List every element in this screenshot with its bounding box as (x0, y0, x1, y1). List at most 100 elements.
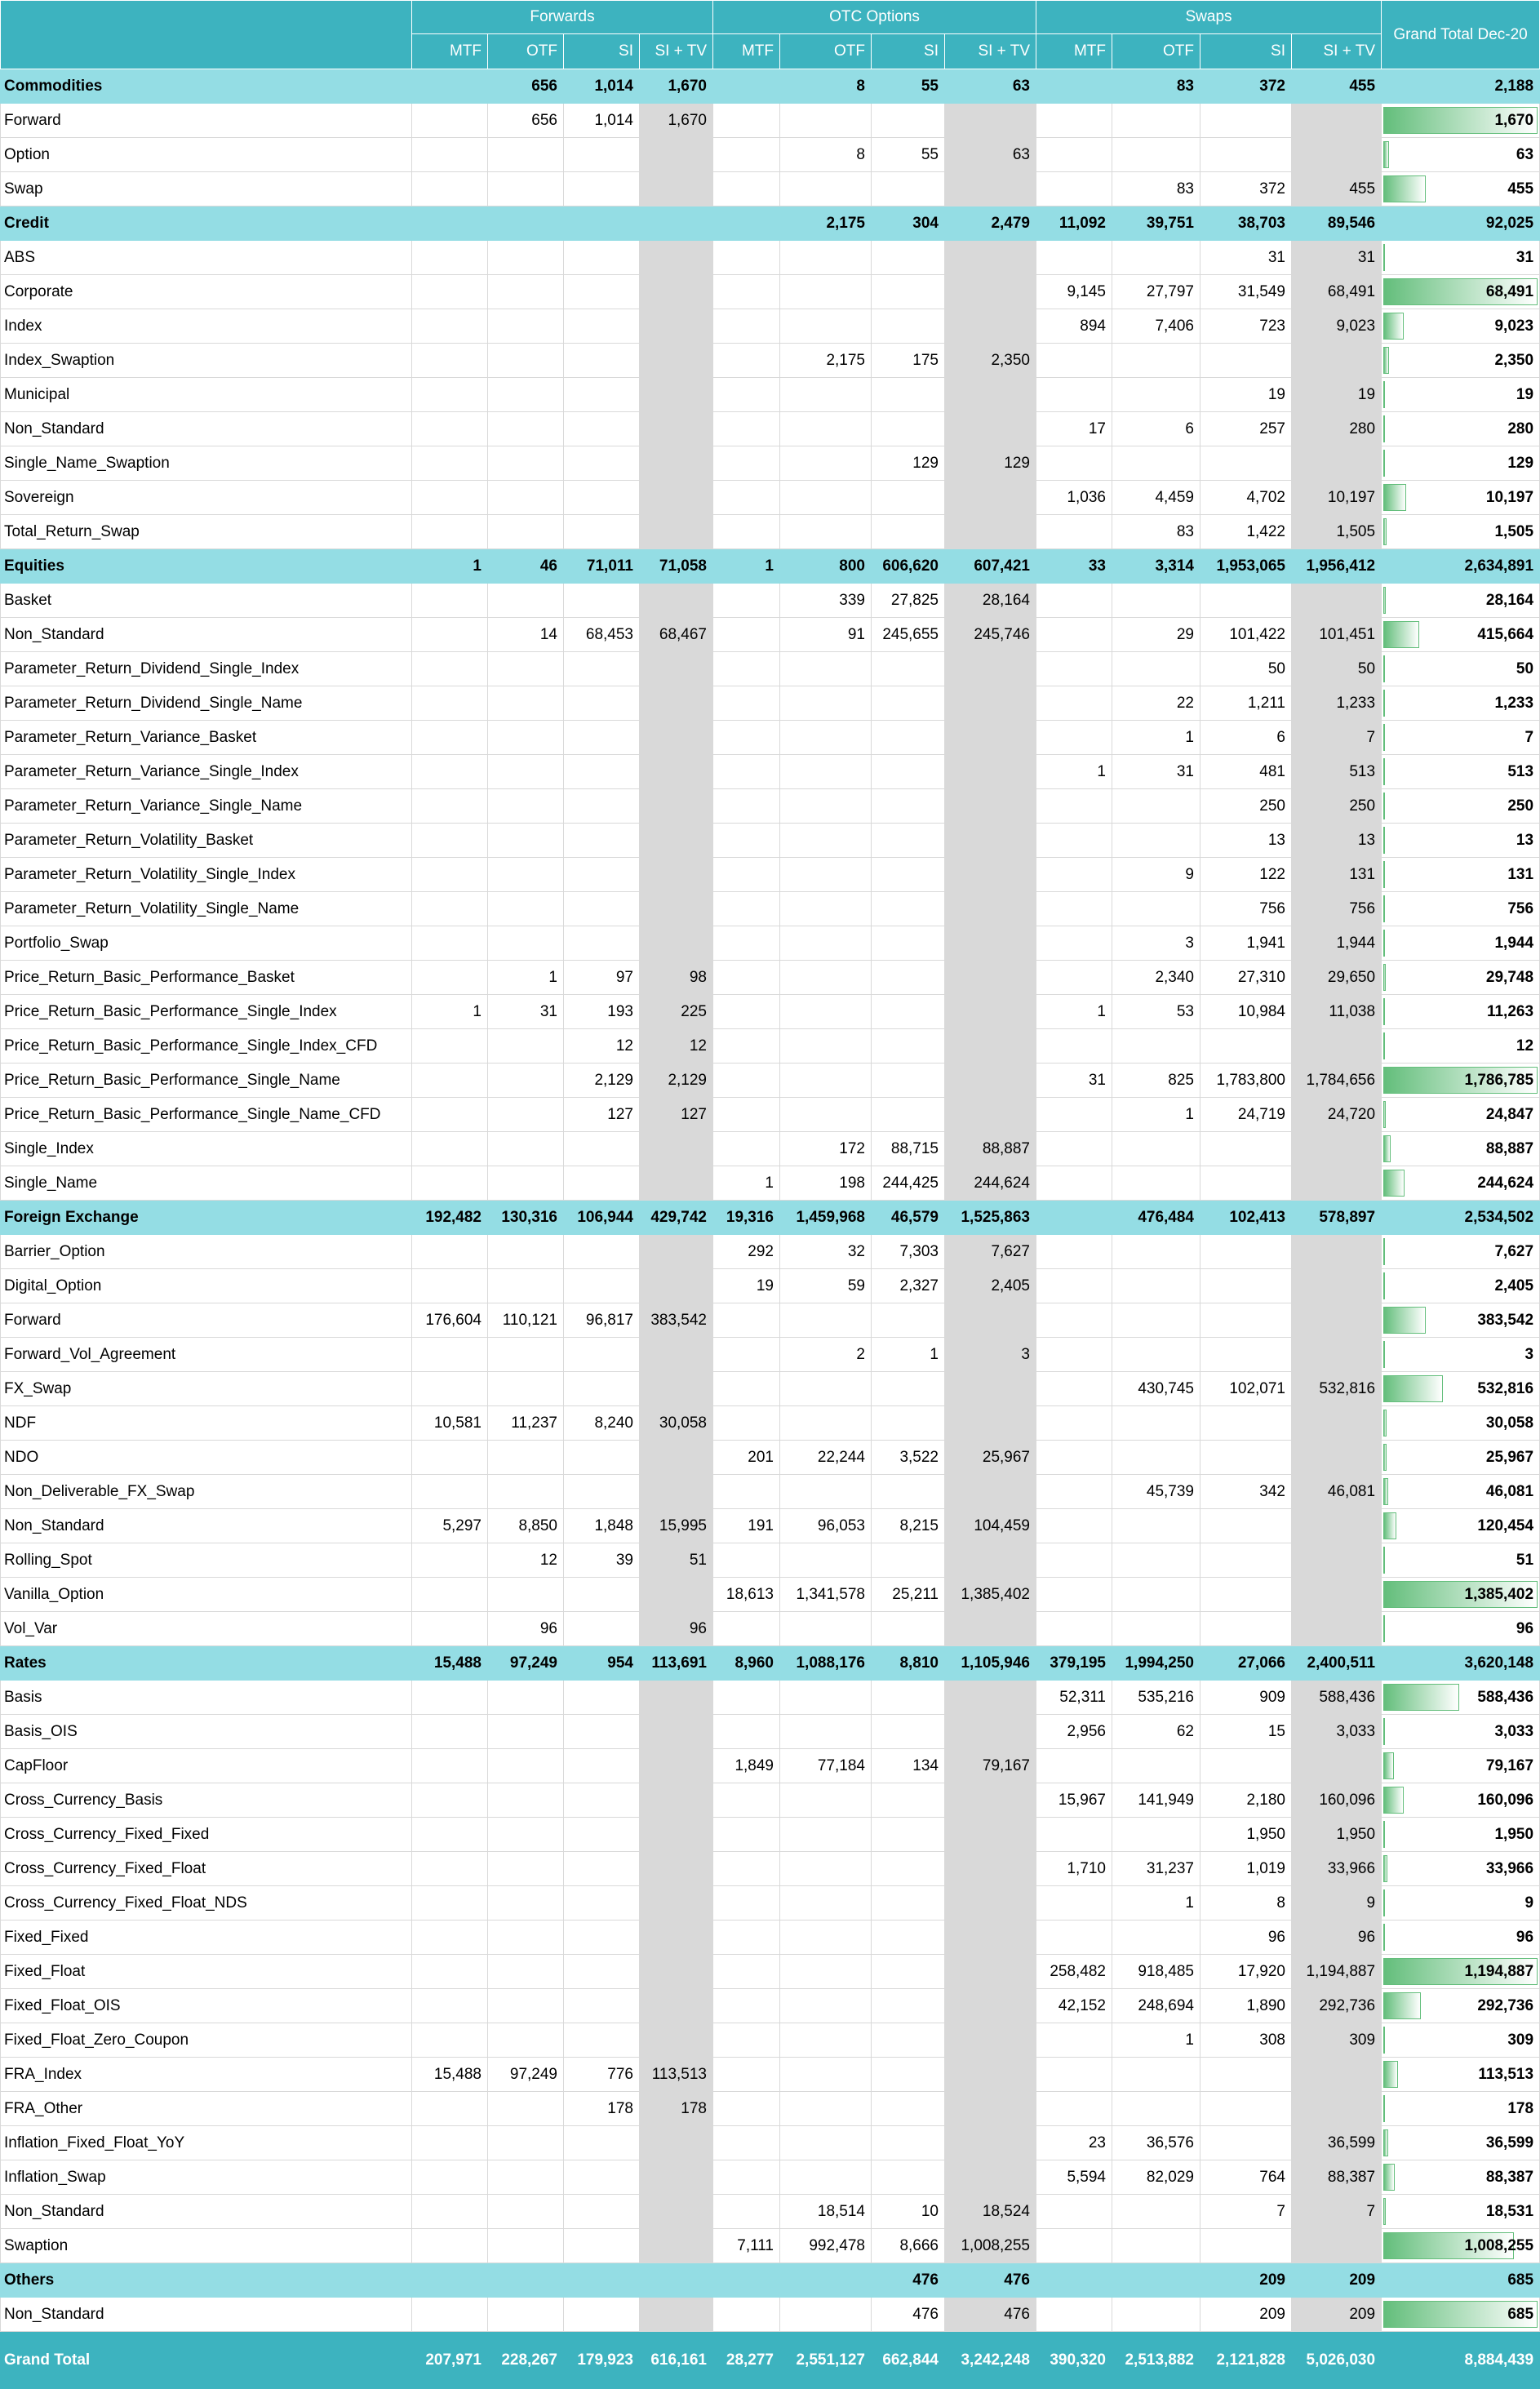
value-cell: 1,525,863 (944, 1200, 1036, 1235)
value-cell (411, 69, 488, 104)
value-cell: 110,121 (487, 1303, 564, 1338)
value-cell (1036, 1131, 1112, 1166)
value-cell (639, 309, 713, 344)
data-bar (1383, 313, 1404, 340)
value-cell: 31 (1036, 1063, 1112, 1098)
row-label: Price_Return_Basic_Performance_Single_Na… (0, 1097, 412, 1132)
data-bar (1383, 621, 1419, 648)
data-bar (1383, 244, 1386, 271)
value-cell (411, 583, 488, 618)
value-cell: 1 (1112, 1885, 1200, 1921)
value-cell: 15,488 (411, 1645, 488, 1681)
value-cell (1200, 2228, 1292, 2263)
value-cell (487, 1783, 564, 1818)
value-cell: 1,233 (1290, 686, 1382, 721)
value-cell (1036, 1920, 1112, 1955)
grand-total-value: 178 (1507, 2099, 1534, 2117)
row-label: Index (0, 309, 412, 344)
value-cell (1036, 1200, 1112, 1235)
value-cell (563, 891, 640, 926)
row-label: Grand Total (0, 2331, 412, 2389)
value-cell (944, 309, 1036, 344)
value-cell (487, 1063, 564, 1098)
column-group-header: Forwards (411, 0, 713, 34)
value-cell (944, 1303, 1036, 1338)
value-cell: 31 (1290, 240, 1382, 275)
value-cell (712, 240, 780, 275)
grand-total-cell: 113,513 (1381, 2057, 1540, 2092)
value-cell: 176,604 (411, 1303, 488, 1338)
group-row: Others 476 476 209 209 685 (0, 2262, 1540, 2298)
value-cell (487, 1988, 564, 2023)
value-cell (411, 206, 488, 241)
value-cell (944, 1474, 1036, 1509)
grand-total-cell: 2,350 (1381, 343, 1540, 378)
value-cell (944, 103, 1036, 138)
grand-total-cell: 3,033 (1381, 1714, 1540, 1749)
value-cell (487, 446, 564, 481)
value-cell: 1 (1036, 994, 1112, 1029)
data-bar (1383, 1718, 1386, 1745)
grand-total-cell: 8,884,439 (1381, 2331, 1540, 2389)
value-cell (487, 1577, 564, 1612)
value-cell (1200, 583, 1292, 618)
value-cell (1200, 1748, 1292, 1783)
data-bar (1383, 1170, 1405, 1197)
row-label: Barrier_Option (0, 1234, 412, 1269)
value-cell (712, 857, 780, 892)
value-cell (779, 1405, 872, 1441)
value-cell (712, 2023, 780, 2058)
value-cell: 2,129 (639, 1063, 713, 1098)
value-cell (712, 1885, 780, 1921)
value-cell: 894 (1036, 309, 1112, 344)
value-cell (1036, 2228, 1112, 2263)
value-cell (712, 2125, 780, 2160)
value-cell: 532,816 (1290, 1371, 1382, 1406)
value-cell (1112, 2057, 1200, 2092)
data-bar (1383, 1307, 1427, 1334)
value-cell: 19 (1200, 377, 1292, 412)
value-cell: 258,482 (1036, 1954, 1112, 1989)
value-cell (712, 1611, 780, 1646)
value-cell: 36,576 (1112, 2125, 1200, 2160)
data-bar (1383, 484, 1407, 511)
value-cell: 55 (871, 137, 945, 172)
value-cell: 390,320 (1036, 2331, 1112, 2389)
value-cell: 954 (563, 1645, 640, 1681)
value-cell (639, 686, 713, 721)
value-cell (639, 823, 713, 858)
row-label: Price_Return_Basic_Performance_Single_Na… (0, 1063, 412, 1098)
value-cell: 1 (712, 548, 780, 584)
value-cell (563, 1234, 640, 1269)
value-cell (944, 788, 1036, 824)
row-label: Rates (0, 1645, 412, 1681)
value-cell (871, 2160, 945, 2195)
grand-total-value: 33,966 (1485, 1859, 1534, 1877)
value-cell (944, 411, 1036, 446)
value-cell (944, 994, 1036, 1029)
value-cell (411, 720, 488, 755)
data-bar (1383, 1272, 1386, 1299)
grand-total-value: 28,164 (1485, 591, 1534, 609)
data-bar (1383, 1032, 1386, 1059)
value-cell (1036, 686, 1112, 721)
value-cell (1200, 2125, 1292, 2160)
value-cell: 46 (487, 548, 564, 584)
value-cell (871, 1988, 945, 2023)
grand-total-cell: 33,966 (1381, 1851, 1540, 1886)
value-cell: 68,467 (639, 617, 713, 652)
value-cell (487, 206, 564, 241)
grand-total-value: 250 (1507, 797, 1534, 815)
value-cell: 8,960 (712, 1645, 780, 1681)
value-cell: 588,436 (1290, 1680, 1382, 1715)
value-cell (411, 1680, 488, 1715)
value-cell: 1 (1112, 720, 1200, 755)
value-cell (1036, 377, 1112, 412)
detail-row: Fixed_Float 258,482 918,485 17,920 1,194,887… (0, 1954, 1540, 1989)
grand-total-cell: 178 (1381, 2091, 1540, 2126)
data-bar (1383, 1615, 1386, 1642)
value-cell: 10,581 (411, 1405, 488, 1441)
grand-total-value: 1,950 (1494, 1825, 1534, 1843)
value-cell: 209 (1290, 2262, 1382, 2298)
value-cell (563, 1474, 640, 1509)
